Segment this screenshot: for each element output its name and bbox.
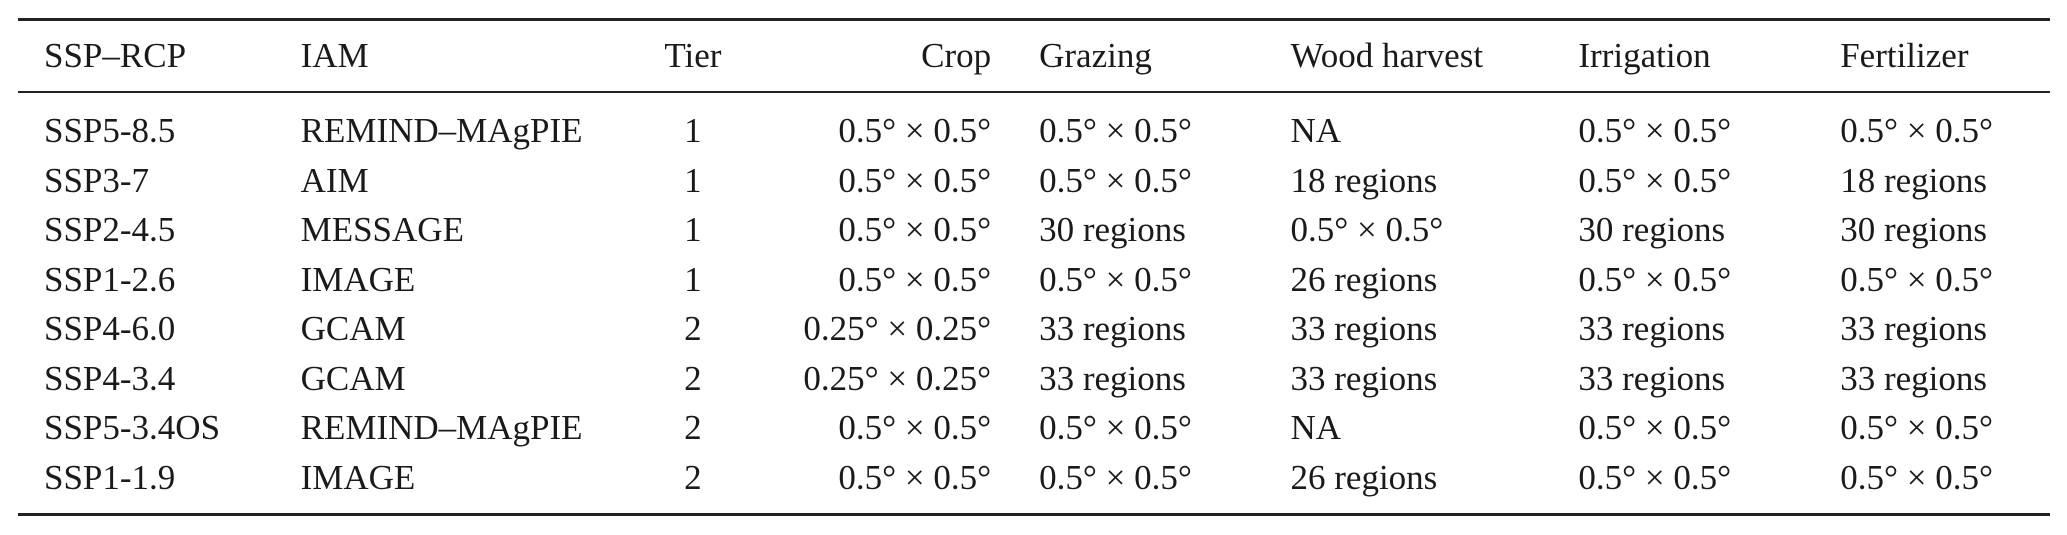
table-header: SSP–RCP IAM Tier Crop Grazing Wood harve… [18, 19, 2050, 92]
cell-fertilizer: 33 regions [1840, 309, 1987, 349]
cell-irrigation: 33 regions [1578, 309, 1726, 349]
header-fertilizer: Fertilizer [1840, 35, 1969, 75]
table-container: SSP–RCP IAM Tier Crop Grazing Wood harve… [18, 0, 2050, 516]
cell-ssp-rcp: SSP2-4.5 [44, 210, 176, 250]
cell-fertilizer: 33 regions [1840, 358, 1987, 398]
header-wood-harvest: Wood harvest [1290, 35, 1484, 75]
cell-iam: IMAGE [300, 259, 416, 299]
cell-crop: 0.25° × 0.25° [803, 309, 992, 349]
table-row: SSP5-8.5 REMIND–MAgPIE 1 0.5° × 0.5° 0.5… [18, 92, 2050, 157]
cell-tier: 1 [684, 111, 702, 151]
cell-iam: GCAM [300, 309, 406, 349]
cell-grazing: 0.5° × 0.5° [1039, 259, 1192, 299]
cell-irrigation: 0.5° × 0.5° [1578, 160, 1732, 200]
cell-ssp-rcp: SSP1-2.6 [44, 259, 176, 299]
cell-fertilizer: 0.5° × 0.5° [1840, 111, 1993, 151]
table-row: SSP5-3.4OS REMIND–MAgPIE 2 0.5° × 0.5° 0… [18, 404, 2050, 454]
cell-fertilizer: 0.5° × 0.5° [1840, 457, 1993, 497]
cell-crop: 0.5° × 0.5° [838, 210, 992, 250]
cell-tier: 1 [684, 259, 702, 299]
cell-tier: 1 [684, 160, 702, 200]
cell-grazing: 30 regions [1039, 210, 1186, 250]
cell-wood-harvest: 33 regions [1290, 358, 1438, 398]
cell-irrigation: 0.5° × 0.5° [1578, 457, 1732, 497]
cell-fertilizer: 18 regions [1840, 160, 1987, 200]
cell-fertilizer: 0.5° × 0.5° [1840, 259, 1993, 299]
table-row: SSP1-1.9 IMAGE 2 0.5° × 0.5° 0.5° × 0.5°… [18, 453, 2050, 514]
cell-wood-harvest: 26 regions [1290, 457, 1438, 497]
cell-tier: 2 [684, 408, 702, 448]
cell-wood-harvest: 26 regions [1290, 259, 1438, 299]
cell-iam: AIM [300, 160, 369, 200]
cell-wood-harvest: 33 regions [1290, 309, 1438, 349]
cell-iam: GCAM [300, 358, 406, 398]
cell-ssp-rcp: SSP4-6.0 [44, 309, 176, 349]
cell-ssp-rcp: SSP5-3.4OS [44, 408, 221, 448]
cell-wood-harvest: NA [1290, 408, 1342, 448]
cell-irrigation: 30 regions [1578, 210, 1726, 250]
cell-ssp-rcp: SSP5-8.5 [44, 111, 176, 151]
header-grazing: Grazing [1039, 35, 1152, 75]
cell-crop: 0.5° × 0.5° [838, 457, 992, 497]
cell-ssp-rcp: SSP3-7 [44, 160, 150, 200]
table-body: SSP5-8.5 REMIND–MAgPIE 1 0.5° × 0.5° 0.5… [18, 92, 2050, 514]
cell-crop: 0.5° × 0.5° [838, 160, 992, 200]
header-iam: IAM [300, 35, 369, 75]
cell-tier: 2 [684, 358, 702, 398]
cell-grazing: 33 regions [1039, 358, 1186, 398]
table-row: SSP4-6.0 GCAM 2 0.25° × 0.25° 33 regions… [18, 305, 2050, 355]
cell-crop: 0.5° × 0.5° [838, 111, 992, 151]
cell-grazing: 33 regions [1039, 309, 1186, 349]
cell-irrigation: 0.5° × 0.5° [1578, 111, 1732, 151]
table-row: SSP1-2.6 IMAGE 1 0.5° × 0.5° 0.5° × 0.5°… [18, 255, 2050, 305]
header-irrigation: Irrigation [1578, 35, 1711, 75]
table-row: SSP4-3.4 GCAM 2 0.25° × 0.25° 33 regions… [18, 354, 2050, 404]
cell-wood-harvest: 18 regions [1290, 160, 1438, 200]
cell-iam: REMIND–MAgPIE [300, 111, 583, 151]
cell-crop: 0.5° × 0.5° [838, 259, 992, 299]
cell-fertilizer: 0.5° × 0.5° [1840, 408, 1993, 448]
cell-wood-harvest: NA [1290, 111, 1342, 151]
cell-irrigation: 0.5° × 0.5° [1578, 259, 1732, 299]
cell-tier: 2 [684, 309, 702, 349]
header-ssp-rcp: SSP–RCP [44, 35, 187, 75]
cell-iam: REMIND–MAgPIE [300, 408, 583, 448]
cell-iam: IMAGE [300, 457, 416, 497]
cell-ssp-rcp: SSP1-1.9 [44, 457, 176, 497]
cell-fertilizer: 30 regions [1840, 210, 1987, 250]
cell-wood-harvest: 0.5° × 0.5° [1290, 210, 1444, 250]
cell-tier: 1 [684, 210, 702, 250]
cell-grazing: 0.5° × 0.5° [1039, 111, 1192, 151]
cell-grazing: 0.5° × 0.5° [1039, 160, 1192, 200]
cell-grazing: 0.5° × 0.5° [1039, 457, 1192, 497]
table-row: SSP2-4.5 MESSAGE 1 0.5° × 0.5° 30 region… [18, 206, 2050, 256]
cell-iam: MESSAGE [300, 210, 464, 250]
cell-ssp-rcp: SSP4-3.4 [44, 358, 176, 398]
data-table: SSP–RCP IAM Tier Crop Grazing Wood harve… [18, 18, 2050, 516]
header-crop: Crop [921, 35, 992, 75]
cell-irrigation: 0.5° × 0.5° [1578, 408, 1732, 448]
cell-irrigation: 33 regions [1578, 358, 1726, 398]
cell-crop: 0.5° × 0.5° [838, 408, 992, 448]
header-row: SSP–RCP IAM Tier Crop Grazing Wood harve… [18, 19, 2050, 92]
table-row: SSP3-7 AIM 1 0.5° × 0.5° 0.5° × 0.5° 18 … [18, 156, 2050, 206]
cell-tier: 2 [684, 457, 702, 497]
cell-crop: 0.25° × 0.25° [803, 358, 992, 398]
header-tier: Tier [664, 35, 722, 75]
cell-grazing: 0.5° × 0.5° [1039, 408, 1192, 448]
